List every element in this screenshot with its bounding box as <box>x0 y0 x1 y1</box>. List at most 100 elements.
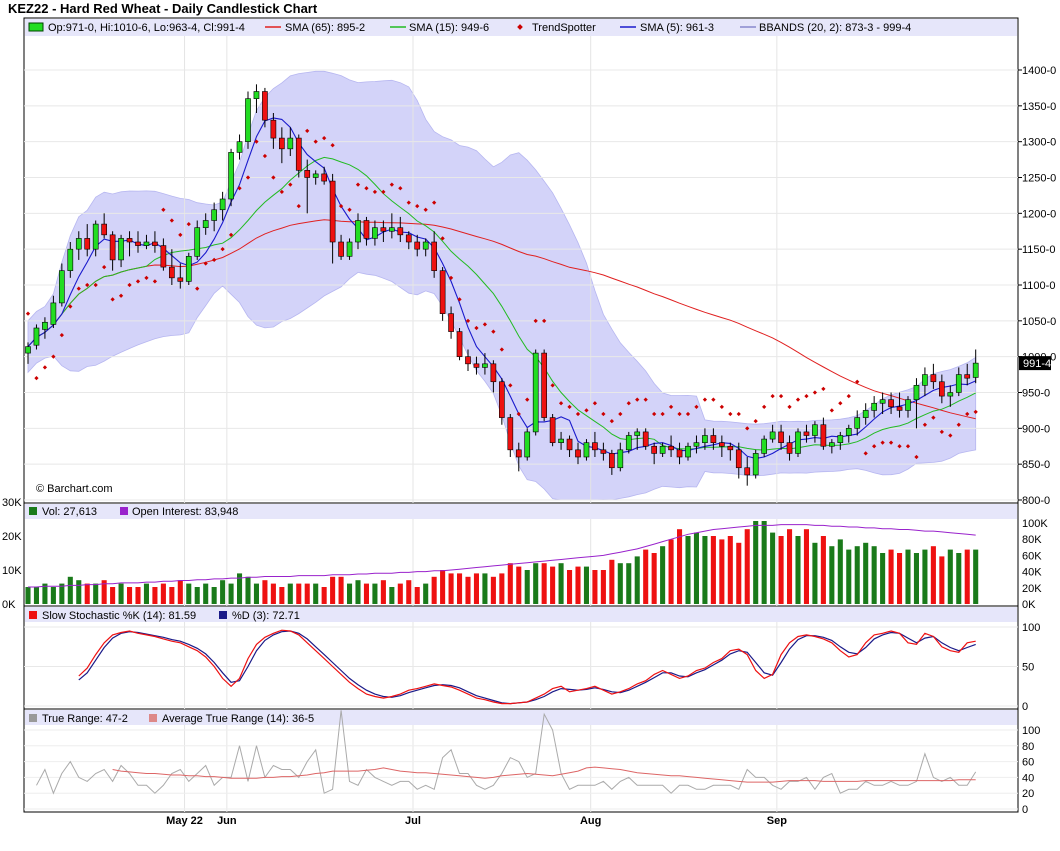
trendspotter-point <box>144 275 149 280</box>
price-tick-label: 850-0 <box>1022 459 1050 471</box>
trendspotter-point <box>372 189 378 194</box>
candle-body <box>693 442 700 447</box>
trendspotter-point <box>178 232 183 237</box>
trendspotter-point <box>643 397 648 402</box>
candle <box>549 414 556 447</box>
candle-body <box>84 238 91 250</box>
candle-body <box>143 241 150 246</box>
candle-body <box>854 417 861 429</box>
panel-stoch <box>23 605 1019 710</box>
candle-body <box>245 98 251 142</box>
x-tick-label: Jul <box>405 815 421 827</box>
trendspotter-point <box>406 200 411 205</box>
candle-body <box>541 352 547 418</box>
trendspotter-point <box>795 397 801 402</box>
candle-body <box>786 442 793 454</box>
candle-body <box>905 399 911 411</box>
trendspotter-point <box>279 189 284 194</box>
volume-bar <box>380 580 386 604</box>
trendspotter-point <box>829 408 834 413</box>
trendspotter-point <box>474 325 479 331</box>
candle <box>735 442 742 479</box>
trendspotter-point <box>186 221 191 227</box>
bollinger-bands <box>27 70 977 501</box>
trendspotter-point <box>195 286 200 291</box>
volume-bar <box>296 583 302 604</box>
candle-body <box>812 424 818 436</box>
trendspotter-point <box>668 404 674 409</box>
candle <box>837 431 844 450</box>
candle <box>202 213 209 235</box>
trendspotter-point <box>203 261 208 266</box>
trendspotter-point <box>330 143 335 148</box>
trendspotter-point <box>389 182 394 187</box>
trendspotter-point <box>254 139 259 144</box>
trendspotter-point <box>711 397 716 402</box>
volume-bar <box>490 576 496 604</box>
volume-bar <box>440 570 446 604</box>
candle <box>42 317 48 339</box>
candle-body <box>600 449 607 454</box>
trendspotter-point <box>220 247 225 252</box>
volume-bar <box>355 580 361 604</box>
candle-body <box>389 227 395 232</box>
candle <box>67 242 74 278</box>
volume-bar <box>753 521 759 604</box>
candle <box>465 349 471 371</box>
volume-bar <box>524 570 530 604</box>
vol-right-tick: 80K <box>1022 534 1042 546</box>
candle-body <box>397 227 404 236</box>
candle <box>431 231 437 278</box>
candle-body <box>634 431 641 436</box>
volume-bar <box>897 553 903 604</box>
candle-body <box>676 449 683 458</box>
volume-bar <box>270 583 276 604</box>
volume-bar <box>803 529 809 604</box>
candle <box>955 367 962 397</box>
trendspotter-point <box>381 189 386 194</box>
candle-body <box>820 424 827 447</box>
candle-body <box>152 241 158 246</box>
candle <box>185 252 192 285</box>
trendspotter-point <box>888 440 894 445</box>
candle-body <box>922 374 928 386</box>
volume-bar <box>330 576 336 604</box>
volume-bar <box>736 542 742 604</box>
legend-atr: Average True Range (14): 36-5 <box>162 713 314 725</box>
trendspotter-point <box>516 411 521 417</box>
volume-bar <box>812 542 818 604</box>
candle-body <box>507 417 514 451</box>
legend-volume: Vol: 27,613 <box>42 506 97 518</box>
candle-body <box>439 270 446 314</box>
volume-bar <box>600 570 606 604</box>
candle-body <box>380 227 387 232</box>
candle-body <box>287 137 294 150</box>
volume-bar <box>93 583 99 604</box>
volume-bar <box>668 539 674 604</box>
panel-tr <box>23 708 1019 813</box>
volume-bar <box>245 576 251 604</box>
trendspotter-point <box>931 415 936 420</box>
last-price-badge: 991-4 <box>1019 356 1051 371</box>
candle <box>744 457 751 486</box>
candle <box>795 428 801 457</box>
trendspotter-point <box>558 401 564 406</box>
candle <box>972 349 979 384</box>
atr-line <box>112 766 976 783</box>
trendspotter-point <box>753 419 758 424</box>
trendspotter-point <box>305 128 310 134</box>
volume-bar <box>25 587 31 604</box>
volume-bar <box>550 566 556 604</box>
trendspotter-point <box>127 282 132 288</box>
trendspotter-point <box>448 275 454 280</box>
trendspotter-point <box>855 379 860 384</box>
vol-right-tick: 60K <box>1022 550 1042 562</box>
legend-ohlc: Op:971-0, Hi:1010-6, Lo:963-4, Cl:991-4 <box>48 22 245 34</box>
volume-bar <box>677 529 683 604</box>
trendspotter-point <box>161 207 166 212</box>
price-tick-label: 1250-0 <box>1022 173 1056 185</box>
trendspotter-point <box>296 204 301 209</box>
candle-body <box>363 220 370 239</box>
candle-body <box>744 467 751 476</box>
candle <box>896 392 903 418</box>
